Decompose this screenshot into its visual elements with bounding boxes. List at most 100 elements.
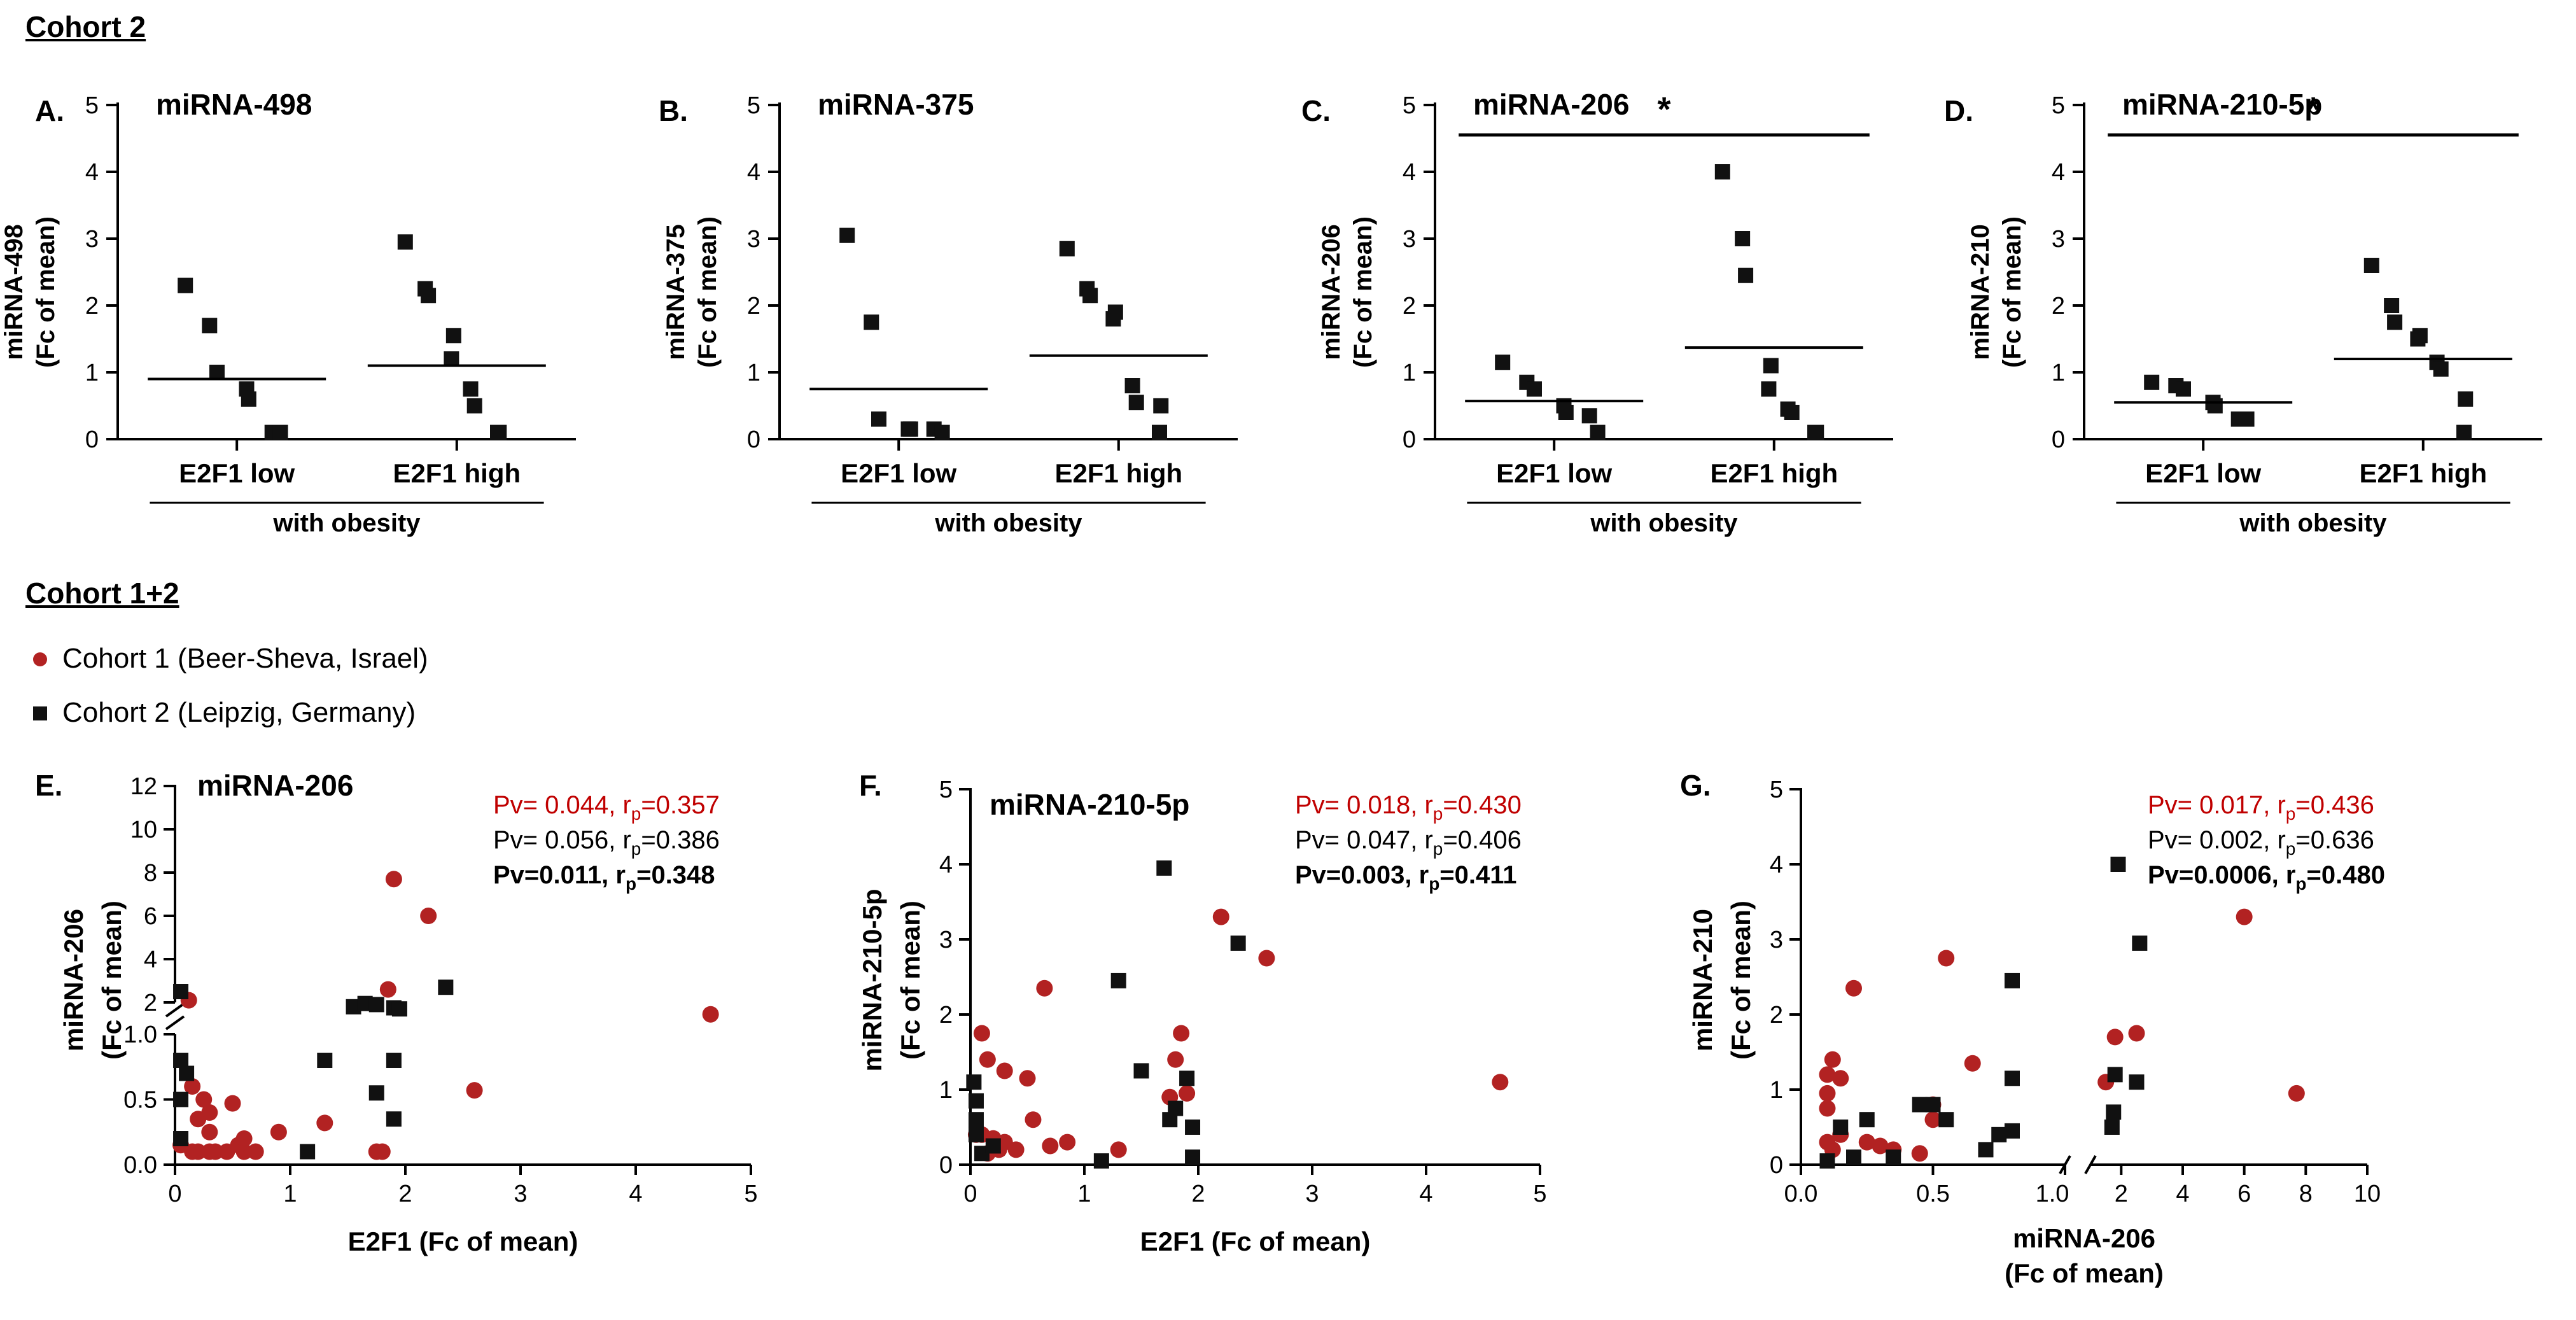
data-point: [1859, 1112, 1875, 1128]
data-point: [1819, 1100, 1836, 1117]
group-label: with obesity: [2239, 509, 2387, 537]
y-tick-label: 1: [747, 360, 760, 386]
axis-break-mark: [2084, 1155, 2097, 1174]
data-point: [2104, 1120, 2120, 1135]
legend-cohort1: Cohort 1 (Beer-Sheva, Israel): [32, 643, 428, 675]
data-point: [1492, 1074, 1509, 1091]
x-axis-label: E2F1 (Fc of mean): [1140, 1226, 1371, 1256]
data-point: [1714, 164, 1730, 179]
data-point: [2005, 1123, 2020, 1139]
y-tick-label: 4: [1770, 852, 1783, 878]
data-point: [241, 391, 256, 407]
data-point: [2456, 425, 2472, 440]
y-tick-label: 1: [2052, 360, 2065, 386]
significance-star: *: [1657, 90, 1670, 129]
data-point: [270, 1123, 287, 1141]
y-tick-label: 0: [1403, 426, 1416, 453]
data-point: [2288, 1085, 2305, 1102]
data-point: [207, 1143, 224, 1160]
panel-letter: C.: [1301, 94, 1331, 127]
data-point: [173, 1131, 189, 1146]
y-axis-label: miRNA-210: [1966, 224, 1994, 360]
data-point: [1059, 241, 1075, 256]
data-point: [1059, 1134, 1076, 1151]
legend-cohort1-label: Cohort 1 (Beer-Sheva, Israel): [62, 643, 428, 674]
data-point: [1258, 950, 1275, 967]
data-point: [438, 979, 454, 995]
panel-title: miRNA-206: [197, 769, 353, 802]
data-point: [1912, 1097, 1928, 1113]
data-point: [173, 984, 189, 999]
data-point: [1991, 1127, 2007, 1142]
data-point: [702, 1006, 719, 1023]
y-tick-label: 3: [747, 226, 760, 253]
x-tick-label: 1: [283, 1181, 297, 1207]
data-point: [1763, 358, 1779, 374]
y-tick-label: 10: [130, 817, 157, 843]
y-tick-label: 4: [144, 946, 157, 973]
y-axis-label-units: (Fc of mean): [32, 216, 60, 368]
data-point: [1735, 231, 1751, 246]
data-point: [173, 1092, 189, 1107]
data-point: [1152, 425, 1167, 440]
panel-letter: B.: [659, 94, 688, 127]
x-tick-label: 3: [1305, 1181, 1319, 1207]
y-tick-label: 4: [939, 852, 953, 878]
data-point: [1911, 1145, 1928, 1162]
x-tick-label: 8: [2299, 1181, 2313, 1207]
stat-line: Pv= 0.002, rp=0.636: [2148, 826, 2374, 859]
data-point: [1824, 1051, 1841, 1068]
data-point: [1105, 311, 1121, 326]
panel-letter: D.: [1944, 94, 1973, 127]
stat-line: Pv= 0.047, rp=0.406: [1295, 826, 1522, 859]
data-point: [1807, 425, 1823, 440]
stat-line: Pv= 0.018, rp=0.430: [1295, 791, 1522, 824]
x-tick-label: 5: [744, 1181, 757, 1207]
data-point: [386, 1111, 402, 1127]
data-point: [2144, 374, 2160, 390]
x-axis-label: miRNA-206: [2013, 1223, 2155, 1253]
y-axis-label-units: (Fc of mean): [1998, 216, 2026, 368]
data-point: [202, 318, 218, 334]
y-tick-label: 1.0: [123, 1022, 157, 1048]
stat-line: Pv= 0.056, rp=0.386: [493, 826, 720, 859]
data-point: [1832, 1070, 1849, 1087]
x-tick-label: 6: [2237, 1181, 2251, 1207]
panel-title: miRNA-210-5p: [2122, 88, 2322, 121]
data-point: [1833, 1120, 1849, 1135]
stat-line: Pv= 0.017, rp=0.436: [2148, 791, 2374, 824]
y-tick-label: 1: [1770, 1077, 1783, 1104]
y-tick-label: 3: [1403, 226, 1416, 253]
y-tick-label: 0: [85, 426, 99, 453]
data-point: [1495, 355, 1511, 370]
panel-title: miRNA-375: [818, 88, 974, 121]
section-title-cohort12: Cohort 1+2: [25, 577, 179, 610]
data-point: [2236, 908, 2253, 925]
data-point: [1128, 395, 1144, 411]
y-tick-label: 2: [2052, 293, 2065, 319]
panel-title: miRNA-210-5p: [990, 788, 1189, 821]
data-point: [1819, 1153, 1835, 1169]
data-point: [1819, 1085, 1836, 1102]
data-point: [190, 1111, 207, 1128]
data-point: [996, 1062, 1013, 1079]
y-tick-label: 0: [747, 426, 760, 453]
data-point: [1925, 1097, 1941, 1113]
data-point: [968, 1093, 984, 1109]
panel-title: miRNA-206: [1473, 88, 1629, 121]
data-point: [902, 421, 918, 437]
data-point: [1845, 979, 1862, 997]
x-tick-label: 4: [1419, 1181, 1432, 1207]
x-tick-label: 3: [514, 1181, 527, 1207]
data-point: [247, 1143, 264, 1160]
legend-square-icon: [32, 697, 48, 729]
data-point: [1110, 972, 1126, 988]
data-point: [968, 1112, 984, 1128]
panel-letter: G.: [1680, 769, 1711, 802]
data-point: [1212, 908, 1229, 925]
data-point: [2387, 314, 2403, 330]
category-label: E2F1 high: [1054, 458, 1182, 488]
data-point: [871, 411, 886, 427]
data-point: [2129, 1074, 2145, 1090]
y-axis-label-units: (Fc of mean): [1726, 901, 1756, 1060]
